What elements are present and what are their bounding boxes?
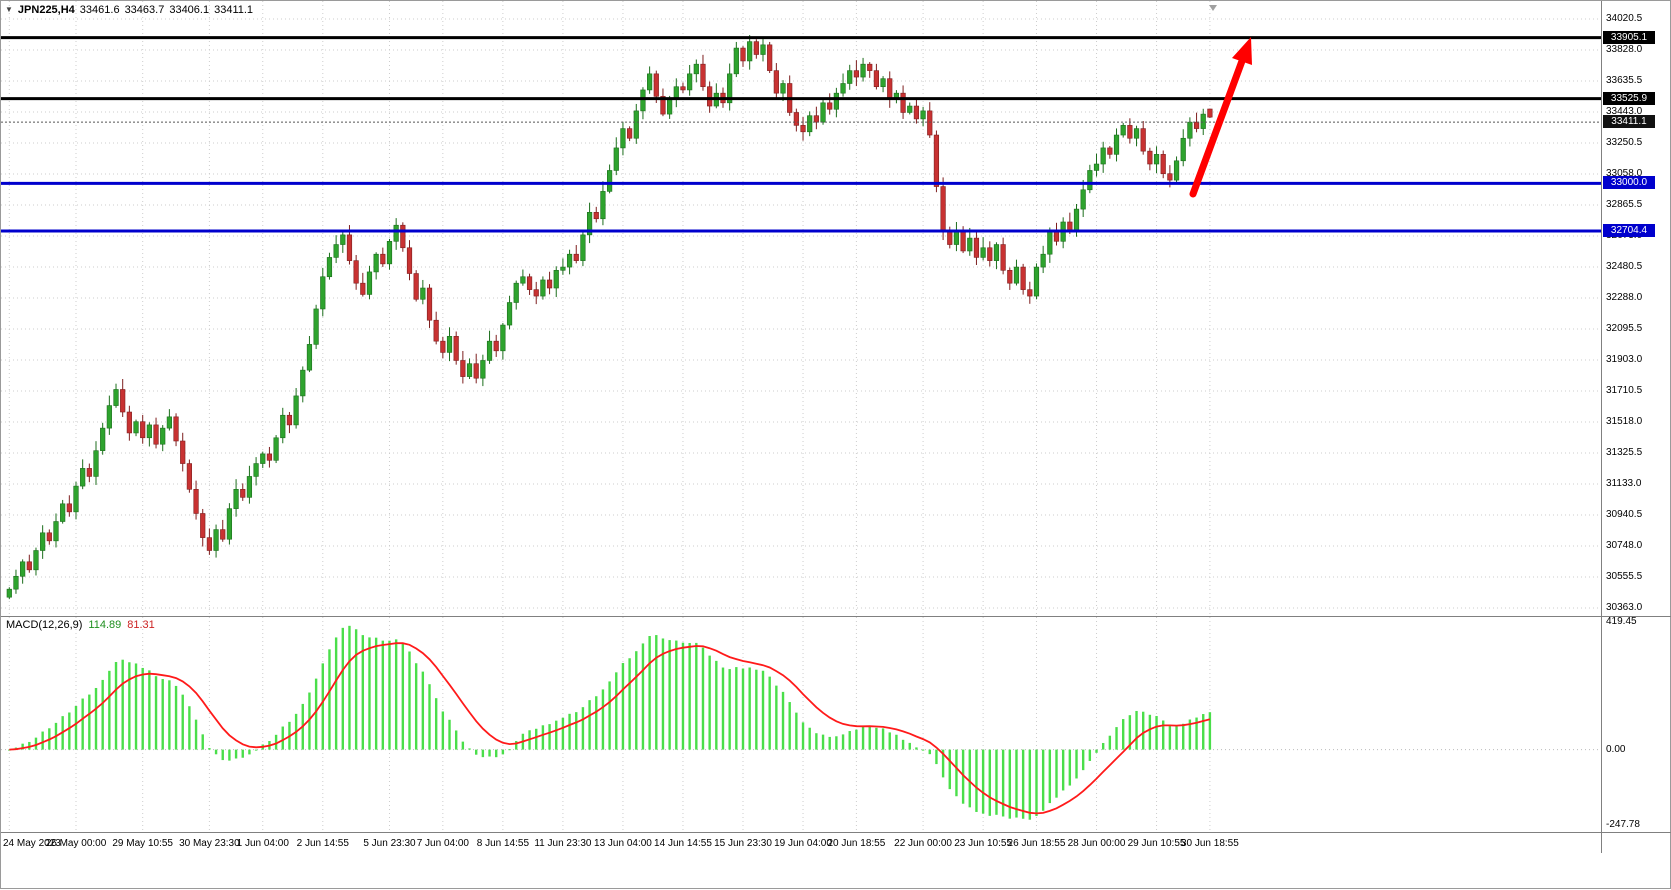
time-axis-label: 7 Jun 04:00 [416, 838, 469, 849]
price-tick-label: 31133.0 [1606, 478, 1642, 489]
time-axis-label: 29 May 10:55 [112, 838, 173, 849]
price-tick-label: 30940.5 [1606, 509, 1643, 520]
symbol-label: JPN225,H4 [17, 4, 75, 16]
time-axis-label: 22 Jun 00:00 [894, 838, 952, 849]
time-axis-label: 20 Jun 18:55 [827, 838, 886, 849]
price-line-badge: 33525.9 [1603, 91, 1655, 105]
time-axis-label: 26 May 00:00 [45, 838, 107, 849]
trend-arrow[interactable] [1189, 57, 1246, 198]
price-tick-label: 31710.5 [1606, 385, 1643, 396]
macd-tick-label: 419.45 [1606, 616, 1637, 627]
time-axis-label: 1 Jun 04:00 [236, 838, 289, 849]
time-axis-label: 30 May 23:30 [179, 838, 240, 849]
price-tick-label: 33828.0 [1606, 44, 1643, 55]
time-axis-label: 8 Jun 14:55 [476, 838, 529, 849]
price-axis[interactable]: 34020.5 33828.0 33635.5 33443.0 33250.5 33058… [1602, 1, 1671, 857]
time-axis-label: 30 Jun 18:55 [1180, 838, 1239, 849]
macd-indicator-label: MACD(12,26,9) 114.89 81.31 [6, 619, 155, 631]
macd-name: MACD(12,26,9) [6, 619, 83, 631]
time-axis[interactable]: 24 May 2023 26 May 00:00 29 May 10:55 30 Ma… [1, 836, 1671, 854]
time-axis-label: 23 Jun 10:55 [954, 838, 1013, 849]
time-axis-label: 15 Jun 23:30 [714, 838, 772, 849]
price-tick-label: 33443.0 [1606, 106, 1643, 117]
price-tick-label: 30363.0 [1606, 602, 1643, 613]
time-axis-label: 13 Jun 04:00 [594, 838, 652, 849]
time-axis-label: 2 Jun 14:55 [296, 838, 349, 849]
price-tick-label: 32095.5 [1606, 323, 1643, 334]
time-axis-label: 26 Jun 18:55 [1007, 838, 1066, 849]
macd-signal-value: 81.31 [127, 619, 155, 631]
time-axis-label: 28 Jun 00:00 [1067, 838, 1126, 849]
price-tick-label: 31325.5 [1606, 447, 1643, 458]
price-line-badge: 33000.0 [1603, 176, 1655, 190]
price-line-badge: 32704.4 [1603, 223, 1655, 237]
time-axis-label: 24 May 2023 [3, 838, 61, 849]
time-axis-label: 11 Jun 23:30 [534, 838, 592, 849]
trend-arrow-head [1232, 37, 1252, 65]
quote-low: 33406.1 [169, 4, 210, 16]
price-tick-label: 30748.0 [1606, 540, 1643, 551]
price-tick-label: 33058.0 [1606, 168, 1643, 179]
price-tick-label: 32480.5 [1606, 261, 1643, 272]
price-tick-label: 34020.5 [1606, 13, 1643, 24]
time-axis-label: 29 Jun 10:55 [1127, 838, 1186, 849]
price-line-badge: 33905.1 [1603, 30, 1655, 44]
price-tick-label: 32865.5 [1606, 199, 1643, 210]
time-axis-label: 5 Jun 23:30 [363, 838, 416, 849]
macd-signal-line [9, 642, 1211, 815]
price-tick-label: 33250.5 [1606, 137, 1643, 148]
macd-tick-label: 0.00 [1606, 743, 1626, 755]
time-axis-label: 14 Jun 14:55 [654, 838, 712, 849]
quote-open: 33461.6 [79, 4, 120, 16]
chart-shift-marker-icon[interactable] [1209, 5, 1217, 11]
quote-close: 33411.1 [214, 4, 254, 16]
time-axis-label: 19 Jun 04:00 [774, 838, 832, 849]
macd-histogram [8, 625, 1212, 820]
chart-header: ▼ JPN225,H4 33461.6 33463.7 33406.1 3341… [5, 4, 253, 16]
price-tick-label: 30555.5 [1606, 571, 1643, 582]
price-tick-label: 31518.0 [1606, 416, 1643, 427]
window-menu-icon[interactable]: ▼ [5, 5, 13, 14]
price-tick-label: 31903.0 [1606, 354, 1643, 365]
quote-high: 33463.7 [124, 4, 165, 16]
price-tick-label: 32288.0 [1606, 292, 1643, 303]
macd-main-value: 114.89 [88, 619, 122, 631]
current-price-badge: 33411.1 [1603, 115, 1655, 129]
price-tick-label: 33635.5 [1606, 75, 1643, 86]
macd-tick-label: -247.78 [1606, 819, 1640, 830]
